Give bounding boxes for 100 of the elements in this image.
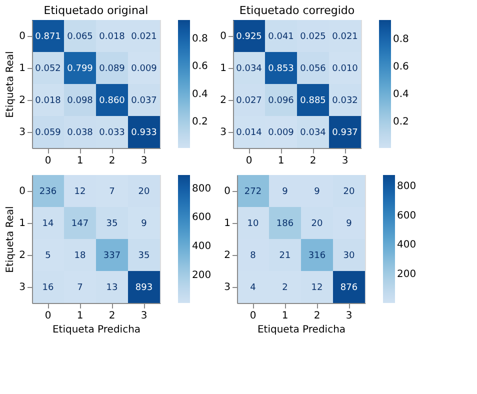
data-label: 0.038 (67, 128, 94, 138)
data-label: 0.021 (332, 32, 358, 42)
x-tick-label: 1 (278, 156, 284, 166)
data-label: 12 (74, 187, 86, 197)
data-label: 16 (42, 283, 54, 293)
data-label: 0.041 (268, 32, 294, 42)
x-tick-label: 1 (76, 310, 84, 322)
y-tick-label: 2 (19, 250, 26, 261)
data-label: 0.860 (99, 96, 126, 106)
x-tick-label: 0 (44, 156, 52, 166)
data-label: 0.885 (300, 96, 326, 106)
x-tick-label: 0 (44, 310, 52, 322)
data-label: 0.853 (268, 64, 294, 74)
data-label: 0.027 (236, 96, 262, 106)
data-label: 236 (39, 187, 57, 197)
color-bar-label: 400 (192, 241, 212, 252)
data-label: 18 (74, 251, 86, 261)
y-axis-title: Etiqueta Real (5, 51, 16, 118)
chart-title: Etiquetado corregido (239, 4, 355, 17)
data-label: 0.032 (332, 96, 358, 106)
x-axis-title: Etiqueta Predicha (52, 324, 141, 336)
data-label: 0.033 (99, 128, 125, 138)
color-bar-label: 200 (192, 270, 212, 281)
data-label: 0.056 (300, 64, 326, 74)
x-tick-label: 3 (140, 156, 148, 166)
data-label: 14 (42, 219, 54, 229)
y-tick-label: 2 (224, 250, 230, 261)
data-label: 9 (282, 187, 288, 197)
data-label: 12 (311, 283, 323, 293)
data-label: 0.018 (99, 32, 126, 42)
y-tick-label: 3 (220, 127, 226, 138)
color-bar-label: 0.4 (192, 88, 208, 100)
data-label: 337 (103, 251, 121, 261)
data-label: 20 (343, 187, 355, 197)
data-label: 8 (250, 251, 256, 261)
data-label: 0.871 (35, 32, 61, 42)
data-label: 4 (250, 283, 256, 293)
color-bar-label: 0.2 (393, 116, 409, 128)
y-tick-label: 0 (220, 31, 226, 42)
data-label: 0.925 (236, 32, 262, 42)
y-tick-label: 0 (224, 186, 230, 197)
data-label: 35 (106, 219, 118, 229)
y-tick-label: 1 (19, 218, 26, 229)
x-tick-label: 2 (108, 310, 116, 322)
y-tick-label: 1 (220, 63, 226, 74)
data-label: 0.799 (67, 64, 94, 74)
data-label: 186 (276, 219, 294, 229)
x-tick-label: 1 (76, 156, 84, 166)
color-bar-label: 0.6 (393, 61, 409, 72)
data-label: 147 (71, 219, 89, 229)
color-bar-label: 0.6 (192, 61, 208, 72)
data-label: 272 (244, 187, 262, 197)
color-bar-label: 0.2 (192, 116, 208, 128)
data-label: 0.034 (300, 128, 326, 138)
data-label: 0.065 (67, 32, 93, 42)
data-label: 13 (106, 283, 118, 293)
x-tick-label: 3 (342, 156, 348, 166)
data-label: 316 (308, 251, 326, 261)
data-label: 0.096 (268, 96, 294, 106)
data-label: 5 (45, 251, 51, 261)
color-bar-label: 0.8 (393, 34, 409, 45)
data-label: 21 (279, 251, 291, 261)
x-tick-label: 3 (140, 310, 148, 322)
x-tick-label: 2 (314, 310, 320, 322)
data-label: 0.034 (236, 64, 262, 74)
data-label: 7 (109, 187, 115, 197)
data-label: 0.010 (332, 64, 358, 74)
data-label: 9 (141, 219, 148, 229)
color-bar-label: 800 (397, 181, 416, 192)
data-label: 0.018 (35, 96, 62, 106)
x-axis-title: Etiqueta Predicha (257, 324, 346, 336)
y-tick-label: 3 (224, 282, 230, 293)
data-label: 0.025 (300, 32, 326, 42)
chart-title: Etiquetado original (44, 4, 148, 17)
data-label: 9 (346, 219, 352, 229)
x-tick-label: 1 (282, 310, 288, 322)
x-tick-label: 3 (346, 310, 352, 322)
color-bar-label: 800 (192, 183, 212, 194)
data-label: 0.037 (131, 96, 157, 106)
data-label: 0.009 (131, 64, 158, 74)
y-tick-label: 1 (224, 218, 230, 229)
y-tick-label: 2 (220, 95, 226, 106)
color-bar-label: 400 (397, 240, 416, 251)
data-label: 0.933 (131, 128, 157, 138)
data-label: 0.059 (35, 128, 62, 138)
data-label: 35 (138, 251, 150, 261)
data-label: 0.937 (332, 128, 358, 138)
y-tick-label: 1 (19, 63, 26, 74)
x-tick-label: 0 (250, 310, 256, 322)
x-tick-label: 2 (310, 156, 316, 166)
data-label: 2 (282, 283, 288, 293)
color-bar-label: 200 (397, 269, 416, 280)
data-label: 0.098 (67, 96, 94, 106)
y-axis-title: Etiqueta Real (5, 206, 16, 273)
y-tick-label: 3 (19, 282, 26, 293)
y-tick-label: 3 (19, 127, 26, 138)
color-bar-label: 600 (397, 210, 416, 222)
color-bar-label: 0.8 (192, 33, 208, 44)
data-label: 0.089 (99, 64, 126, 74)
data-label: 30 (343, 251, 355, 261)
